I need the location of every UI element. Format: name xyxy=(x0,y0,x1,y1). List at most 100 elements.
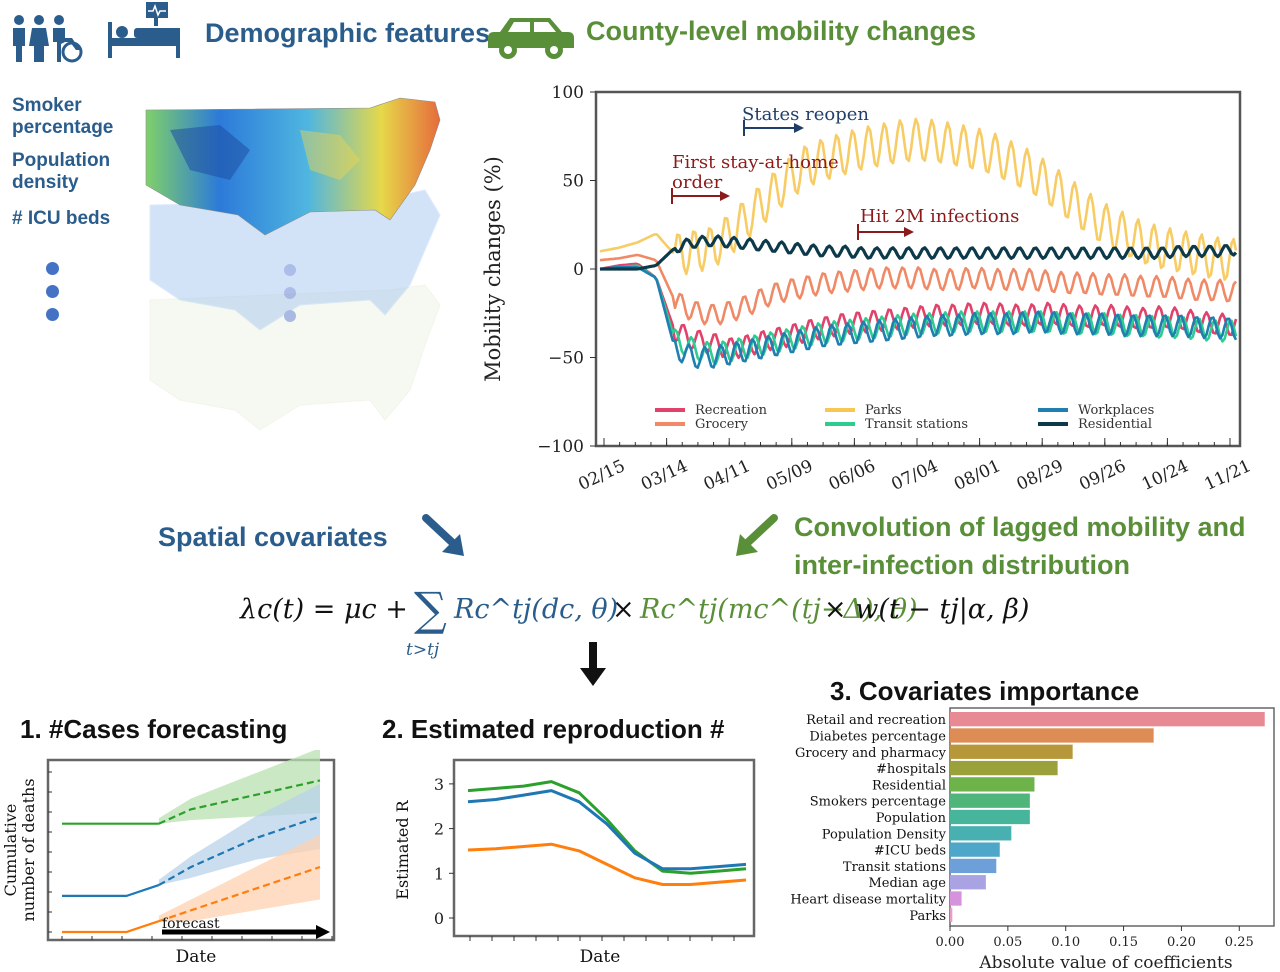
y-tick-label: 3 xyxy=(434,775,444,794)
legend-label: Transit stations xyxy=(865,417,968,432)
x-tick-label: 09/26 xyxy=(1076,456,1129,495)
forecast-band xyxy=(158,784,320,886)
importance-bar-label: Transit stations xyxy=(843,860,946,875)
importance-bar xyxy=(950,712,1265,727)
forecast-arrowhead xyxy=(316,925,330,939)
x-tick-label: 0.15 xyxy=(1109,935,1138,950)
x-tick-label: 0.20 xyxy=(1167,935,1196,950)
importance-bar-label: Grocery and pharmacy xyxy=(795,746,947,761)
sidebar-item-icu: # ICU beds xyxy=(12,208,111,229)
formula: λc(t) = μc + ∑ t>tj Rc^tj(dc, θ) × Rc^tj… xyxy=(240,580,1029,660)
repro-title: 2. Estimated reproduction # xyxy=(382,714,725,744)
annotation-2m-infections: Hit 2M infections xyxy=(860,206,1019,227)
annotation-states-reopen: States reopen xyxy=(742,104,869,125)
y-axis-label-line2: number of deaths xyxy=(19,778,38,921)
map-layer-3 xyxy=(149,284,441,431)
y-tick-label: 2 xyxy=(434,820,444,839)
importance-bar xyxy=(950,891,962,906)
annotation-arrowhead xyxy=(794,123,804,133)
importance-bar-label: #ICU beds xyxy=(874,844,946,859)
series-line-parks xyxy=(599,117,1238,281)
importance-bar xyxy=(950,826,1012,841)
more-features-dots xyxy=(46,262,59,321)
convolution-label-line1: Convolution of lagged mobility and xyxy=(794,512,1246,542)
importance-bar-label: Diabetes percentage xyxy=(809,729,946,744)
convolution-label-line2: inter-infection distribution xyxy=(794,550,1130,580)
forecast-arrow-label: forecast xyxy=(162,916,220,932)
x-tick-label: 08/29 xyxy=(1014,456,1067,495)
car-icon xyxy=(488,18,574,59)
spatial-covariates-label: Spatial covariates xyxy=(158,522,388,552)
x-tick-label: 11/21 xyxy=(1201,456,1254,495)
importance-bar xyxy=(950,842,1000,857)
formula-term2: Rc^tj(mc^(tj−Δ), θ) xyxy=(640,594,918,625)
x-tick-label: 03/14 xyxy=(638,456,691,495)
y-tick-label: −100 xyxy=(537,437,584,457)
importance-bar-label: Heart disease mortality xyxy=(790,893,946,908)
x-axis-label: Date xyxy=(580,947,621,967)
importance-bar xyxy=(950,875,986,890)
series-line-residential xyxy=(600,234,1238,271)
importance-bar-label: Residential xyxy=(872,778,946,793)
forecast-band xyxy=(158,834,320,922)
x-tick-label: 02/15 xyxy=(575,456,628,495)
y-tick-label: 0 xyxy=(434,909,444,928)
legend-label: Residential xyxy=(1078,417,1152,432)
forecast-line xyxy=(158,815,321,887)
importance-bar xyxy=(950,760,1058,776)
history-line xyxy=(62,920,160,934)
importance-bar xyxy=(950,858,997,874)
x-tick-label: 0.00 xyxy=(936,935,965,950)
importance-bar-label: Population xyxy=(876,811,947,826)
importance-title: 3. Covariates importance xyxy=(830,676,1140,706)
x-axis-label: Date xyxy=(176,947,217,967)
y-tick-label: −50 xyxy=(548,349,584,369)
sidebar-item-population: Population density xyxy=(12,150,111,193)
forecast-title: 1. #Cases forecasting xyxy=(20,714,288,744)
importance-bar-label: #hospitals xyxy=(876,762,946,777)
x-tick-label: 07/04 xyxy=(888,456,941,495)
importance-bar xyxy=(950,793,1030,808)
x-tick-label: 06/06 xyxy=(826,456,879,495)
repro-chart: 0 1 2 3 Date Estimated R xyxy=(393,758,756,967)
y-tick-label: 1 xyxy=(434,864,444,883)
series-line-workplaces xyxy=(599,265,1238,370)
formula-lhs: λc(t) = μc + xyxy=(240,594,408,625)
annotation-arrowhead xyxy=(720,191,730,201)
r-series-line xyxy=(467,789,747,871)
x-tick-label: 08/01 xyxy=(951,456,1004,495)
series-line-grocery xyxy=(599,253,1238,326)
arrow-icon xyxy=(736,514,778,556)
x-axis-label: Absolute value of coefficients xyxy=(978,953,1232,972)
r-series-line xyxy=(467,842,747,886)
mobility-changes-title: County-level mobility changes xyxy=(586,16,977,46)
x-tick-label: 0.10 xyxy=(1051,935,1080,950)
x-tick-label: 10/24 xyxy=(1139,456,1192,495)
arrow-icon xyxy=(422,514,464,556)
annotation-order: order xyxy=(672,172,723,193)
importance-bar-label: Parks xyxy=(909,909,946,924)
formula-sum: ∑ xyxy=(414,582,447,636)
y-tick-label: 100 xyxy=(552,83,584,103)
importance-bar xyxy=(950,777,1035,792)
sidebar-item-smoker: Smoker percentage xyxy=(12,95,114,138)
plot-frame xyxy=(452,758,756,938)
legend-label: Parks xyxy=(865,403,902,418)
map-layer-2 xyxy=(149,189,441,331)
formula-times: × xyxy=(612,594,635,625)
y-axis-label: Estimated R xyxy=(393,799,412,899)
arrow-icon xyxy=(580,642,606,686)
importance-bar-label: Population Density xyxy=(822,827,947,842)
annotation-stay-at-home: First stay-at-home xyxy=(672,152,839,173)
people-icon xyxy=(13,15,83,63)
importance-bar-label: Median age xyxy=(868,876,946,891)
map-layer-1 xyxy=(145,97,441,236)
legend-label: Workplaces xyxy=(1078,403,1154,418)
importance-bar xyxy=(950,809,1030,825)
series-line-transit-stations xyxy=(599,264,1238,366)
y-axis-label: Mobility changes (%) xyxy=(481,156,505,382)
y-tick-label: 50 xyxy=(562,172,584,192)
importance-bar xyxy=(950,728,1154,743)
importance-bar-label: Retail and recreation xyxy=(806,713,947,728)
